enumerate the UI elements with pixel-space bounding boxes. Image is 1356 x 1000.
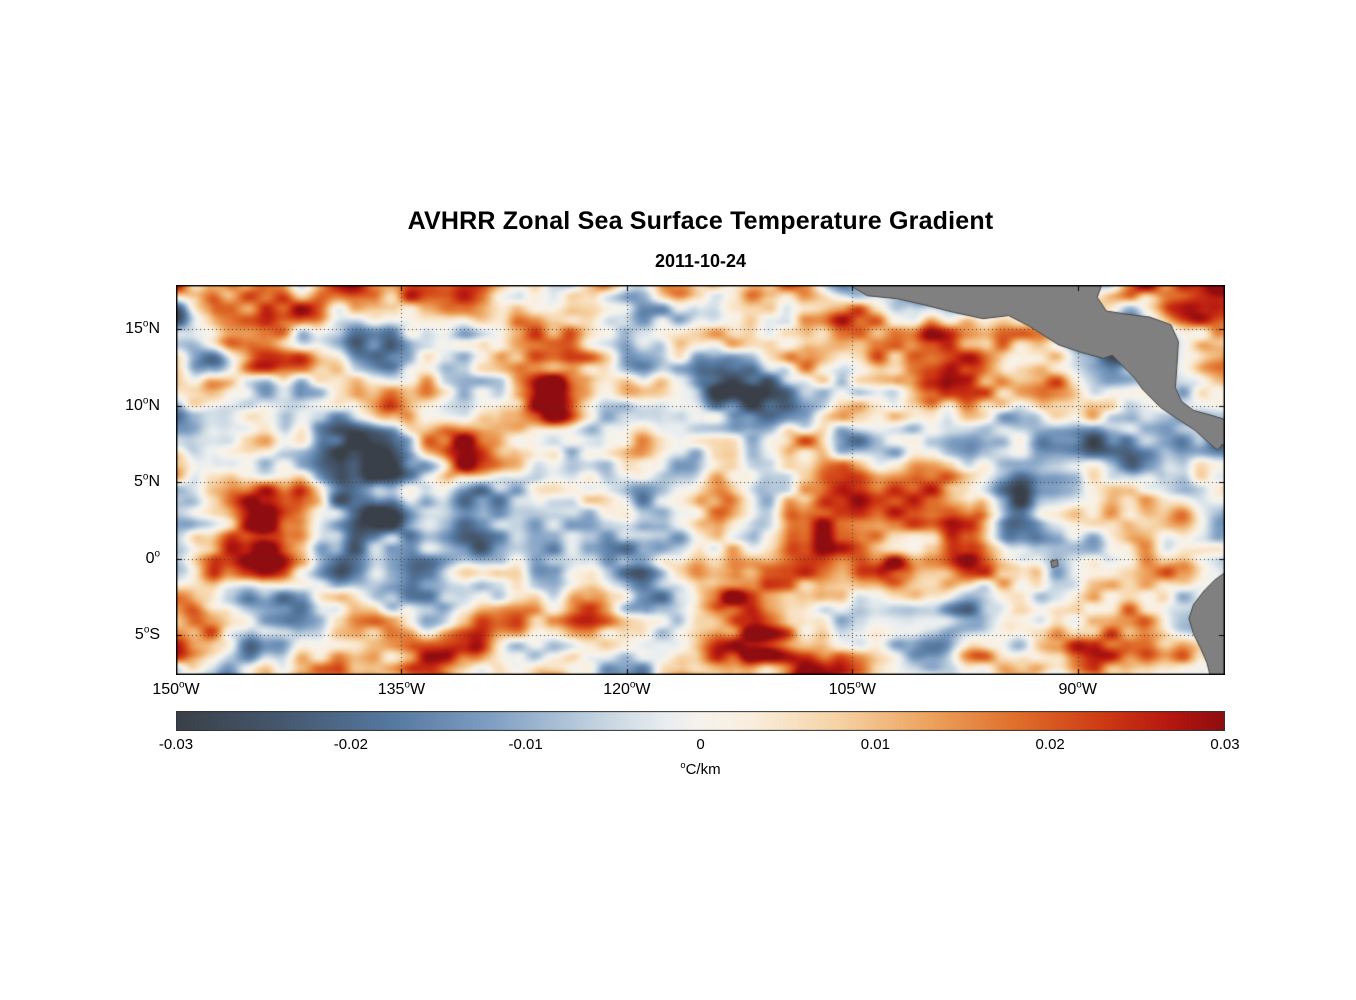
heatmap-canvas [176, 285, 1225, 675]
colorbar-tick-label: 0 [696, 736, 705, 753]
degree-symbol: o [142, 395, 149, 407]
colorbar-tick-label: 0.02 [1035, 736, 1065, 753]
colorbar-gradient [176, 711, 1225, 731]
degree-symbol: o [142, 319, 149, 331]
colorbar-tick-label: -0.01 [508, 736, 543, 753]
y-tick-label: 15oN [125, 319, 160, 338]
chart-subtitle: 2011-10-24 [654, 251, 747, 271]
degree-symbol: o [142, 471, 149, 483]
y-tick-label: 5oN [134, 471, 160, 491]
y-axis-ticks: 15oN 10oN 5oN 0o 5oS [0, 285, 168, 675]
colorbar-ticks: -0.03 -0.02 -0.01 0 0.01 0.02 0.03 [159, 736, 1240, 756]
degree-symbol: o [1076, 679, 1082, 691]
colorbar [176, 711, 1225, 731]
x-axis-ticks: 150oW 135oW 120oW 105oW 90oW [152, 679, 1225, 707]
colorbar-tick-label: 0.03 [1210, 736, 1240, 753]
degree-symbol: o [143, 624, 150, 636]
x-tick-label: 105oW [828, 679, 876, 698]
y-tick-label: 0o [145, 548, 160, 567]
degree-symbol: o [629, 679, 636, 691]
colorbar-label: oC/km [176, 760, 1225, 778]
y-tick-label: 10oN [125, 395, 160, 414]
x-tick-label: 90oW [1058, 679, 1097, 698]
degree-symbol: o [404, 679, 410, 691]
colorbar-tick-label: -0.02 [333, 736, 368, 753]
degree-symbol: o [179, 679, 185, 691]
y-tick-label: 5oS [134, 624, 160, 644]
chart-title: AVHRR Zonal Sea Surface Temperature Grad… [407, 207, 994, 235]
degree-symbol: o [154, 548, 160, 560]
degree-symbol: o [855, 679, 861, 691]
colorbar-tick-label: -0.03 [158, 736, 194, 753]
map-plot [176, 285, 1225, 675]
x-tick-label: 120oW [603, 679, 651, 698]
colorbar-tick-label: 0.01 [860, 736, 890, 753]
degree-symbol: o [680, 760, 686, 770]
colorbar-unit: C/km [685, 761, 721, 778]
x-tick-label: 135oW [377, 679, 426, 698]
x-tick-label: 150oW [152, 679, 200, 698]
